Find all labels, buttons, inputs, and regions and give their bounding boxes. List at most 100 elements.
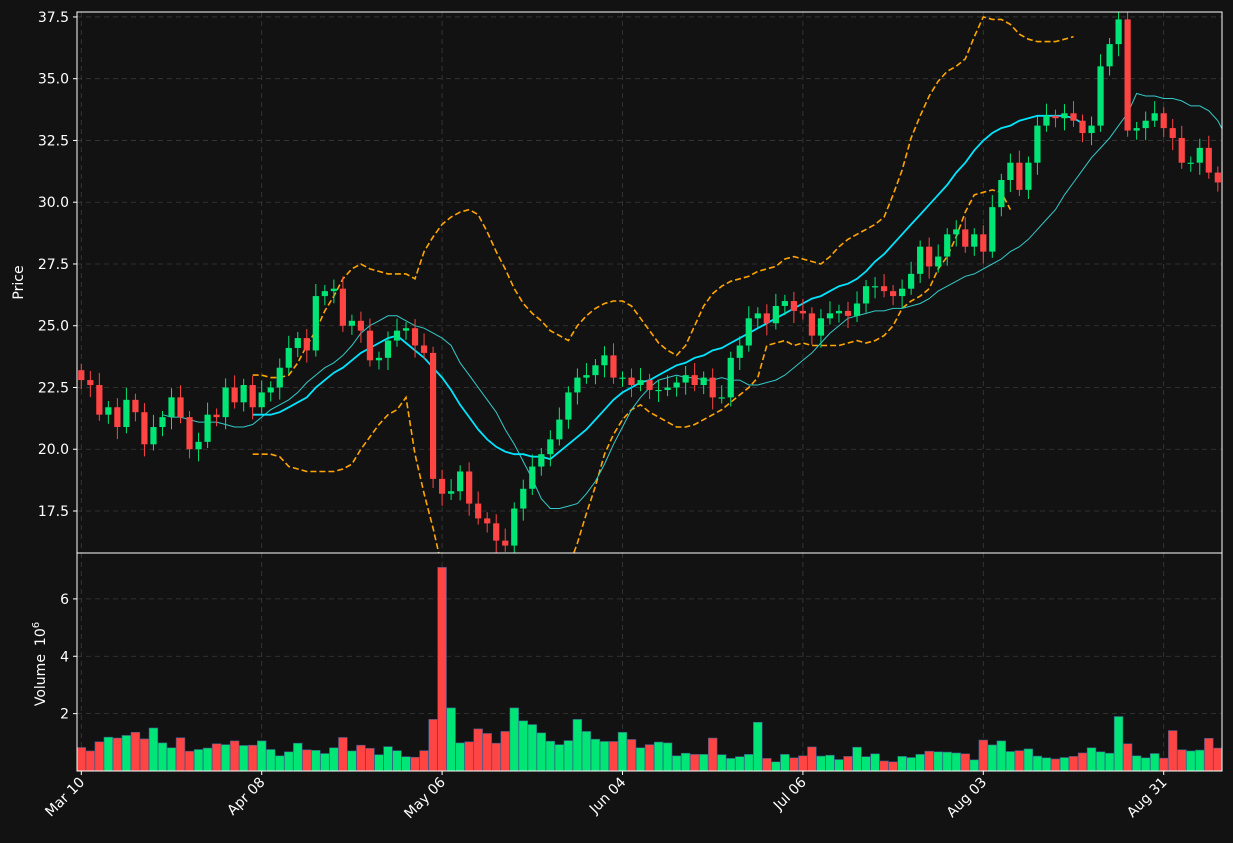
candle-body xyxy=(1097,66,1104,126)
candles xyxy=(78,12,1221,553)
candle-body xyxy=(1025,162,1032,190)
candle-body xyxy=(177,397,184,418)
candle-body xyxy=(411,328,419,346)
volume-bar xyxy=(897,756,907,772)
volume-bar xyxy=(473,728,483,772)
price-grid xyxy=(77,12,1222,553)
candle-body xyxy=(1043,115,1050,126)
candle-body xyxy=(799,310,806,314)
volume-bar xyxy=(284,751,294,772)
candle-body xyxy=(366,330,374,361)
candle-body xyxy=(565,392,572,420)
candle-body xyxy=(1034,125,1041,163)
candle-body xyxy=(132,399,139,413)
volume-bar xyxy=(617,731,628,772)
volume-bar xyxy=(184,750,195,772)
candle-body xyxy=(926,246,933,267)
volume-bar xyxy=(879,760,889,772)
candle-body xyxy=(727,357,734,398)
price-tick-label: 17.5 xyxy=(38,504,69,520)
candle-body xyxy=(718,397,725,399)
candle-body xyxy=(1124,19,1131,131)
volume-bar xyxy=(1104,752,1115,772)
volume-bar xyxy=(924,750,934,772)
candle-body xyxy=(1106,44,1113,67)
volume-bar xyxy=(680,752,691,772)
candle-body xyxy=(195,441,202,450)
volume-bar xyxy=(121,735,132,772)
candle-body xyxy=(502,540,509,546)
candle-body xyxy=(484,518,491,524)
candle-body xyxy=(844,310,852,316)
volume-bar xyxy=(852,746,862,772)
volume-bar xyxy=(229,740,240,772)
volume-bar xyxy=(256,740,267,772)
candle-body xyxy=(96,385,103,415)
volume-bar xyxy=(1095,751,1106,772)
candle-body xyxy=(276,367,283,388)
volume-bar xyxy=(220,744,231,772)
candle-body xyxy=(1160,113,1167,129)
candle-body xyxy=(745,318,752,346)
volume-bar xyxy=(1168,730,1178,772)
volume-bar xyxy=(554,744,565,772)
candle-body xyxy=(303,338,310,351)
volume-bar xyxy=(906,757,916,772)
volume-bar xyxy=(302,749,312,772)
candle-body xyxy=(1007,162,1014,180)
candle-body xyxy=(222,387,229,418)
volume-bar xyxy=(446,707,456,772)
candle-body xyxy=(826,313,834,319)
volume-bar xyxy=(933,751,943,772)
volume-bar xyxy=(599,741,610,772)
price-y-ticks: 17.5 20.0 22.5 25.0 27.5 30.0 32.5 35.0 37.5 xyxy=(38,10,77,520)
candle-body xyxy=(1133,128,1140,131)
price-tick-label: 37.5 xyxy=(38,10,69,26)
volume-bar xyxy=(1023,748,1034,772)
volume-bar xyxy=(1149,753,1160,772)
price-tick-label: 22.5 xyxy=(38,380,69,396)
candle-body xyxy=(159,417,166,428)
candle-body xyxy=(321,291,328,297)
volume-bar xyxy=(320,753,330,772)
volume-bar xyxy=(266,749,276,772)
candle-body xyxy=(971,234,978,247)
volume-bar xyxy=(76,747,87,772)
candle-body xyxy=(646,380,653,390)
candle-body xyxy=(890,291,897,297)
candle-body xyxy=(267,387,274,393)
candle-body xyxy=(1052,115,1059,119)
volume-bar xyxy=(753,721,763,772)
volume-bar xyxy=(1195,749,1205,772)
candle-body xyxy=(637,380,644,386)
volume-bar xyxy=(293,742,303,772)
candle-body xyxy=(817,318,825,336)
volume-bar xyxy=(662,742,673,772)
volume-bar xyxy=(166,747,177,772)
candle-body xyxy=(258,392,265,408)
volume-axis-label: Volume 106 xyxy=(31,622,49,706)
volume-bar xyxy=(1159,757,1169,772)
volume-bar xyxy=(401,756,411,772)
price-tick-label: 20.0 xyxy=(38,442,69,458)
volume-bar xyxy=(644,744,655,772)
candle-body xyxy=(1178,137,1185,163)
candle-body xyxy=(375,357,383,361)
candle-body xyxy=(114,407,121,428)
candle-body xyxy=(754,313,761,319)
candle-body xyxy=(628,377,635,386)
volume-tick-label: 6 xyxy=(60,592,69,608)
volume-tick-label: 2 xyxy=(60,707,69,723)
volume-bar xyxy=(870,753,880,772)
volume-bar xyxy=(888,761,898,772)
price-tick-label: 27.5 xyxy=(38,257,69,273)
bollinger-upper-line xyxy=(252,15,1074,379)
volume-bar xyxy=(1213,747,1223,772)
candle-body xyxy=(78,370,85,381)
volume-bar xyxy=(139,738,150,772)
volume-bar xyxy=(1131,755,1142,772)
volume-bar xyxy=(608,741,619,772)
candle-body xyxy=(384,340,392,358)
candle-body xyxy=(556,419,563,440)
volume-bar xyxy=(626,739,637,772)
